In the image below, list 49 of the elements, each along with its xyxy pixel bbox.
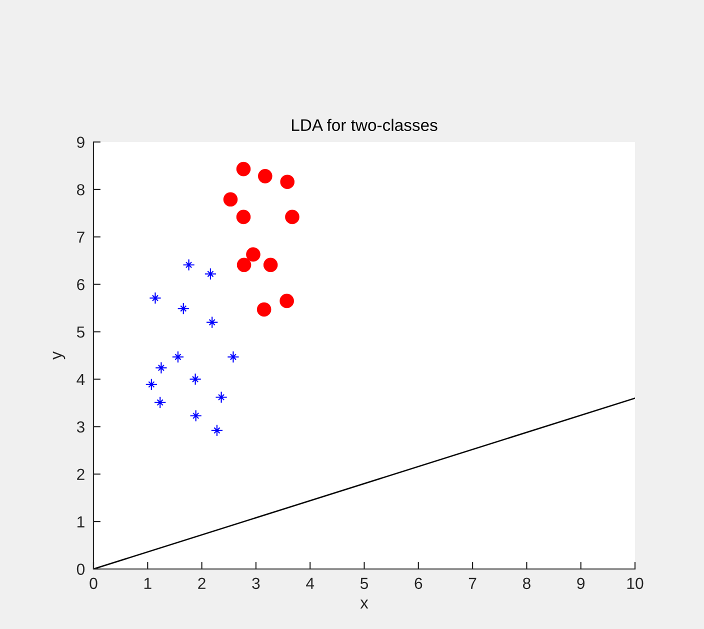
point <box>154 396 166 409</box>
y-tick-label: 2 <box>77 468 84 480</box>
point <box>182 258 195 271</box>
x-tick-label: 6 <box>414 578 422 590</box>
x-tick-label: 4 <box>306 578 314 589</box>
x-tick-label: 7 <box>468 578 476 589</box>
point <box>210 424 224 437</box>
point <box>177 302 190 315</box>
point <box>190 410 202 422</box>
y-tick-label: 1 <box>78 516 84 528</box>
x-tick-label: 5 <box>360 578 368 590</box>
point <box>280 174 295 190</box>
y-axis-title: y <box>52 351 66 360</box>
point <box>236 258 252 272</box>
point <box>206 316 218 328</box>
y-tick-label: 3 <box>76 421 84 433</box>
y-tick-label: 0 <box>76 564 85 575</box>
point <box>246 247 260 262</box>
y-tick-label: 8 <box>76 184 84 196</box>
point <box>145 378 158 391</box>
point <box>236 162 251 176</box>
x-tick-label: 2 <box>198 578 206 589</box>
point <box>149 292 162 304</box>
x-tick-label: 9 <box>577 578 585 590</box>
point <box>263 258 278 272</box>
y-tick-label: 4 <box>76 374 85 386</box>
point <box>223 192 238 207</box>
y-tick-label: 9 <box>77 136 84 148</box>
point <box>189 373 202 386</box>
x-tick-label: 3 <box>252 578 260 590</box>
x-tick-label: 1 <box>144 578 152 589</box>
point <box>236 210 251 224</box>
point <box>285 210 300 224</box>
x-axis-title: x <box>360 600 368 608</box>
point <box>172 350 184 364</box>
x-tick-label: 0 <box>90 578 98 590</box>
point <box>215 391 228 404</box>
y-tick-label: 7 <box>77 232 84 243</box>
chart-title: LDA for two-classes <box>292 118 438 132</box>
point <box>155 362 168 374</box>
point <box>280 294 294 308</box>
y-tick-label: 6 <box>77 278 84 290</box>
x-tick-label: 8 <box>522 578 530 590</box>
point <box>256 302 272 317</box>
point <box>227 350 240 364</box>
point <box>258 169 272 184</box>
x-tick-label: 10 <box>627 578 644 590</box>
point <box>204 268 217 280</box>
y-tick-label: 5 <box>76 326 84 338</box>
